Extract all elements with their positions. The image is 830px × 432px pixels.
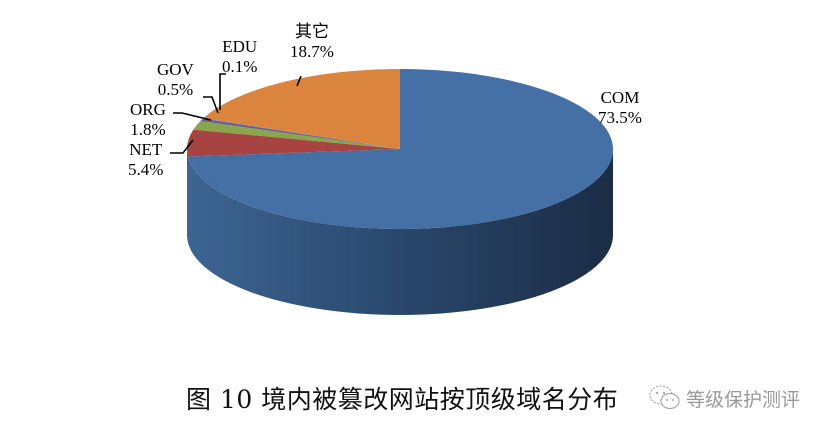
label-gov-value: 0.5%: [157, 80, 194, 99]
pie-side-wall: [187, 149, 613, 315]
label-qita-value: 18.7%: [290, 42, 334, 61]
leader-line-gov: [203, 96, 219, 114]
pie-slice-其它: [203, 69, 400, 149]
label-edu-value: 0.1%: [222, 57, 258, 76]
pie-chart: [170, 69, 613, 315]
figure-caption: 图 10 境内被篡改网站按顶级域名分布: [186, 385, 619, 414]
leader-line-org: [173, 112, 212, 121]
pie-slice-edu: [202, 118, 400, 149]
leader-line-net: [170, 139, 194, 154]
label-qita: 其它 18.7%: [290, 22, 334, 62]
watermark: 等级保护测评: [648, 384, 800, 412]
watermark-text: 等级保护测评: [686, 388, 801, 411]
leader-line-edu: [219, 73, 226, 110]
label-edu: EDU 0.1%: [222, 37, 257, 77]
label-com: COM 73.5%: [598, 88, 642, 128]
label-gov-name: GOV: [157, 60, 194, 79]
label-com-value: 73.5%: [598, 108, 642, 127]
pie-slice-gov: [200, 118, 400, 149]
pie-side-com: [187, 149, 613, 315]
pie-top-slices: [186, 69, 613, 230]
label-net: NET 5.4%: [128, 140, 163, 180]
pie-slice-com: [187, 69, 613, 230]
label-org: ORG 1.8%: [130, 100, 166, 140]
label-org-value: 1.8%: [130, 120, 166, 139]
label-qita-name: 其它: [294, 22, 329, 41]
pie-slice-org: [193, 120, 400, 149]
label-edu-name: EDU: [222, 37, 258, 56]
leader-line-qita: [296, 75, 302, 87]
label-org-name: ORG: [130, 100, 166, 119]
label-leader-lines: [170, 73, 302, 154]
label-com-name: COM: [600, 88, 640, 107]
pie-slice-net: [186, 129, 400, 157]
label-gov: GOV 0.5%: [157, 60, 194, 100]
label-net-name: NET: [129, 140, 163, 159]
label-net-value: 5.4%: [128, 160, 164, 179]
wechat-icon: [649, 385, 680, 410]
